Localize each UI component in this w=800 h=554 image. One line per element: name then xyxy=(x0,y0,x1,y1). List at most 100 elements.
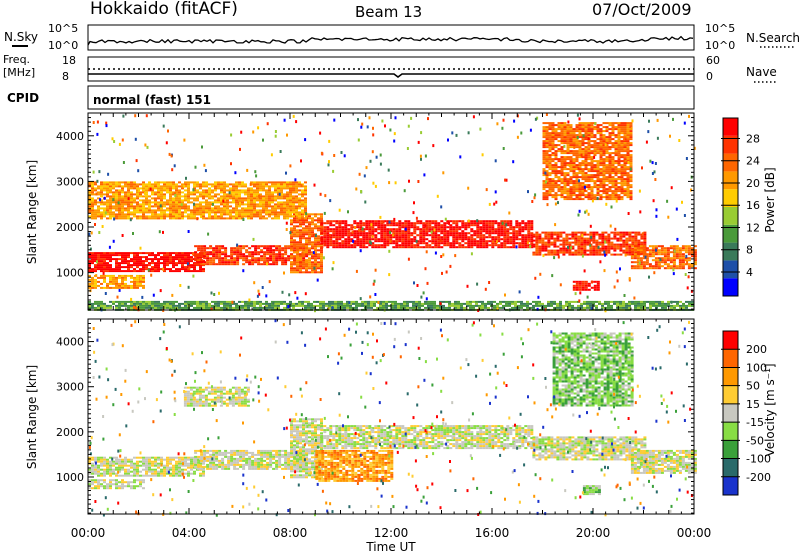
power-colorbar-tick: 8 xyxy=(746,244,753,257)
date-title: 07/Oct/2009 xyxy=(592,0,692,19)
velocity-echo-band xyxy=(183,386,250,407)
velocity-echo-band xyxy=(582,485,601,496)
power-echoes xyxy=(88,113,697,313)
time-tick-label: 08:00 xyxy=(273,526,308,540)
power-colorbar-segment xyxy=(723,278,738,296)
freq-strip: Freq. [MHz] 18 8 60 0 Nave xyxy=(3,53,777,83)
power-panel: 1000 2000 3000 4000 Slant Range [km] 4 8 12 16… xyxy=(25,112,777,313)
noise-strip: N.Sky 10^5 10^0 10^5 10^0 N.Search xyxy=(4,22,800,52)
time-xlabel: Time UT xyxy=(365,540,416,554)
power-colorbar-segment xyxy=(723,135,738,154)
velocity-y-tick-label: 1000 xyxy=(56,471,84,484)
power-colorbar-tick: 12 xyxy=(746,221,760,234)
power-colorbar: 4 8 12 16 20 24 28 xyxy=(721,117,760,297)
power-colorbar-segment xyxy=(723,189,738,207)
power-ylabel: Slant Range [km] xyxy=(25,160,39,264)
velocity-colorbar-segment xyxy=(723,349,738,368)
power-colorbar-segment xyxy=(723,260,738,279)
velocity-panel: 1000 2000 3000 4000 Slant Range [km] 200 100… xyxy=(25,318,777,517)
power-colorbar-tick: 4 xyxy=(746,266,753,279)
freq-trace xyxy=(88,73,694,78)
power-colorbar-label: Power [dB] xyxy=(763,167,777,232)
velocity-colorbar-segment xyxy=(723,385,738,404)
n-sky-label: N.Sky xyxy=(4,30,38,44)
n-sky-tick-top: 10^5 xyxy=(48,22,78,35)
velocity-y-tick-label: 2000 xyxy=(56,426,84,439)
time-tick-label: 20:00 xyxy=(576,526,611,540)
time-tick-label: 12:00 xyxy=(374,526,409,540)
power-echo-band xyxy=(88,274,145,289)
power-axis-ticks: 1000 2000 3000 4000 xyxy=(56,112,695,310)
time-tick-label: 04:00 xyxy=(172,526,207,540)
nave-tick-top: 60 xyxy=(706,54,720,67)
n-search-tick-bottom: 10^0 xyxy=(705,39,735,52)
velocity-colorbar-tick: 200 xyxy=(746,343,767,356)
velocity-colorbar-tick: -15 xyxy=(746,416,764,429)
freq-tick-top: 18 xyxy=(62,54,76,67)
power-echo-band xyxy=(88,181,307,220)
cpid-label: CPID xyxy=(7,91,39,105)
freq-unit: [MHz] xyxy=(3,66,35,79)
power-echo-band xyxy=(320,220,534,249)
power-y-tick-label: 3000 xyxy=(56,175,84,188)
velocity-colorbar-segment xyxy=(723,440,738,459)
velocity-colorbar-segment xyxy=(723,476,738,495)
velocity-echo-band xyxy=(320,425,534,450)
power-colorbar-segment xyxy=(723,242,738,261)
nave-label: Nave xyxy=(746,65,777,79)
velocity-colorbar-tick: 100 xyxy=(746,361,767,374)
velocity-colorbar-tick: -50 xyxy=(746,434,764,447)
power-echo-band xyxy=(88,252,205,273)
power-colorbar-segment xyxy=(723,171,738,190)
time-axis: 00:00 04:00 08:00 12:00 16:00 20:00 00:00 xyxy=(71,526,712,540)
n-search-tick-top: 10^5 xyxy=(705,22,735,35)
power-colorbar-tick: 16 xyxy=(746,199,760,212)
time-tick-label: 16:00 xyxy=(475,526,510,540)
velocity-colorbar: 200 100 50 15 -15 -50 -100 -200 xyxy=(721,330,771,496)
power-y-tick-label: 1000 xyxy=(56,267,84,280)
power-y-tick-label: 2000 xyxy=(56,221,84,234)
velocity-colorbar-label: Velocity [m s⁻¹] xyxy=(763,363,777,456)
nave-tick-bottom: 0 xyxy=(706,70,713,83)
velocity-y-tick-label: 4000 xyxy=(56,336,84,349)
velocity-echo-band xyxy=(630,449,697,474)
time-tick-label: 00:00 xyxy=(677,526,712,540)
power-colorbar-segment xyxy=(723,224,738,243)
velocity-colorbar-tick: 15 xyxy=(746,398,760,411)
power-y-tick-label: 4000 xyxy=(56,130,84,143)
velocity-colorbar-segment xyxy=(723,331,738,350)
n-sky-tick-bottom: 10^0 xyxy=(48,39,78,52)
velocity-colorbar-segment xyxy=(723,458,738,477)
velocity-colorbar-tick: -200 xyxy=(746,471,771,484)
power-colorbar-tick: 20 xyxy=(746,177,760,190)
beam-title: Beam 13 xyxy=(355,3,422,21)
n-search-label: N.Search xyxy=(746,31,800,45)
n-sky-trace xyxy=(87,35,694,46)
velocity-colorbar-segment xyxy=(723,403,738,423)
velocity-axis-ticks: 1000 2000 3000 4000 xyxy=(56,318,695,514)
power-echo-band xyxy=(290,213,323,274)
velocity-echo-band xyxy=(315,449,394,482)
velocity-colorbar-segment xyxy=(723,367,738,386)
station-title: Hokkaido (fitACF) xyxy=(90,0,238,19)
cpid-strip: CPID normal (fast) 151 xyxy=(7,85,695,110)
velocity-ylabel: Slant Range [km] xyxy=(25,365,39,469)
velocity-y-tick-label: 3000 xyxy=(56,381,84,394)
velocity-echo-band xyxy=(88,479,145,490)
time-tick-label: 00:00 xyxy=(71,526,106,540)
power-colorbar-tick: 24 xyxy=(746,155,760,168)
velocity-colorbar-tick: 50 xyxy=(746,380,760,393)
power-colorbar-segment xyxy=(723,207,738,225)
power-colorbar-segment xyxy=(723,153,738,172)
velocity-echoes xyxy=(88,319,697,517)
velocity-colorbar-tick: -100 xyxy=(746,453,771,466)
freq-label: Freq. xyxy=(3,53,30,66)
velocity-colorbar-segment xyxy=(723,422,738,441)
velocity-echo-band xyxy=(88,456,205,477)
power-echo-band xyxy=(542,122,633,201)
velocity-speckle xyxy=(88,319,693,517)
velocity-echo-band xyxy=(552,332,634,407)
power-colorbar-segment xyxy=(723,118,738,136)
power-echo-band xyxy=(572,280,600,291)
